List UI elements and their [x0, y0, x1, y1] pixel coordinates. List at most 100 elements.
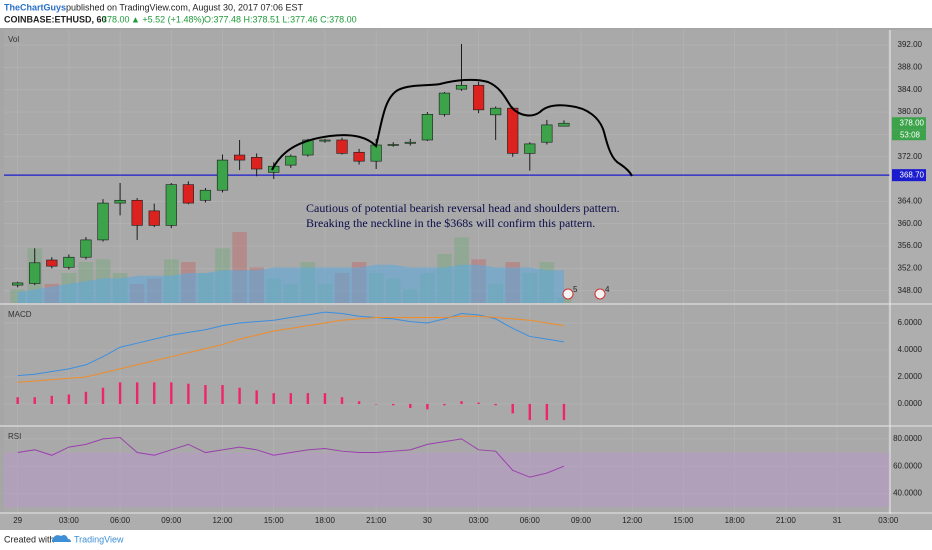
x-tick-label: 29 [13, 516, 22, 525]
y-tick-label: 2.0000 [898, 372, 923, 381]
price-axis [890, 427, 932, 512]
indicator-line [17, 315, 565, 383]
x-tick-label: 15:00 [264, 516, 285, 525]
candle-body [438, 92, 451, 115]
macd-histogram-bar [357, 401, 361, 404]
macd-histogram-bar [50, 395, 53, 404]
candle-body [12, 282, 24, 286]
macd-histogram-bar [392, 403, 395, 406]
candle-body [233, 154, 246, 161]
macd-histogram-bar [101, 387, 105, 404]
macd-histogram-bar [170, 382, 173, 404]
published: published on TradingView.com, August 30,… [66, 2, 303, 12]
candle-body [507, 107, 519, 154]
y-tick-label: 372.00 [898, 152, 923, 161]
macd-histogram-bar [562, 403, 566, 421]
y-tick-label: 40.0000 [893, 489, 922, 498]
candle-body [541, 124, 553, 143]
macd-histogram-bar [153, 382, 156, 404]
neckline-label-box [892, 169, 926, 182]
symbol: COINBASE:ETHUSD, 60 [4, 14, 107, 24]
footer-brand[interactable]: TradingView [74, 534, 124, 544]
macd-histogram-bar [340, 397, 344, 404]
annotation: Breaking the neckline in the $368s will … [306, 216, 595, 230]
candle-body [80, 239, 92, 258]
candle-body [353, 151, 365, 162]
macd-histogram-bar [289, 393, 292, 404]
x-tick-label: 30 [423, 516, 432, 525]
candle-body [251, 156, 263, 170]
drawings: Cautious of potential bearish reversal h… [271, 78, 633, 230]
macd-histogram-bar [374, 403, 378, 405]
ohlc: O:377.48 H:378.51 L:377.46 C:378.00 [204, 14, 357, 24]
x-tick-label: 21:00 [366, 516, 387, 525]
head-shoulders-drawing [271, 78, 633, 177]
x-tick-label: 12:00 [622, 516, 643, 525]
candle-body [182, 184, 194, 204]
y-tick-label: 4.0000 [898, 345, 923, 354]
macd-histogram-bar [204, 385, 207, 404]
x-tick-label: 12:00 [212, 516, 233, 525]
candle-body [558, 122, 570, 127]
candle-body [472, 84, 485, 111]
brand-logo [52, 535, 71, 542]
x-tick-label: 09:00 [571, 516, 592, 525]
macd-histogram-bar [494, 403, 497, 406]
y-tick-label: 388.00 [898, 63, 923, 72]
candle-body [148, 210, 160, 226]
candle-body [421, 114, 433, 141]
macd-histogram-bar [255, 390, 258, 404]
macd-histogram-bar [426, 403, 429, 410]
last-price-box [892, 117, 926, 130]
countdown-label: 53:08 [900, 130, 921, 139]
candle-body [319, 139, 331, 142]
candle-body [46, 259, 58, 267]
footer-created: Created with [4, 534, 55, 544]
y-tick-label: 0.0000 [898, 399, 923, 408]
annotation: Cautious of potential bearish reversal h… [306, 201, 620, 215]
panel-label: MACD [8, 310, 32, 319]
neckline-label: 368.70 [900, 170, 925, 179]
macd-histogram-bar [272, 393, 275, 404]
event-count: 5 [573, 285, 578, 294]
y-tick-label: 352.00 [898, 263, 923, 272]
candle-body [199, 189, 212, 201]
x-tick-label: 03:00 [878, 516, 899, 525]
x-tick-label: 09:00 [161, 516, 182, 525]
x-tick-label: 15:00 [673, 516, 694, 525]
rsi-band [4, 452, 890, 508]
macd-histogram-bar [511, 403, 514, 414]
candle-body [404, 141, 416, 144]
macd-histogram-bar [323, 393, 327, 404]
price-axis [890, 30, 932, 303]
macd-histogram-bar [135, 382, 139, 404]
candle-body [490, 107, 502, 116]
macd-histogram-bar [460, 401, 463, 404]
candle-body [63, 256, 75, 268]
x-tick-label: 31 [833, 516, 842, 525]
candle-body [455, 84, 468, 90]
x-tick-label: 03:00 [469, 516, 490, 525]
macd-histogram-bar [409, 403, 412, 408]
y-tick-label: 356.00 [898, 241, 923, 250]
y-tick-label: 380.00 [898, 107, 923, 116]
macd-histogram-bar [33, 397, 36, 404]
x-tick-label: 06:00 [520, 516, 541, 525]
macd-histogram-bar [67, 394, 71, 404]
candle-body [114, 199, 126, 204]
candle-body [336, 139, 348, 154]
x-tick-label: 03:00 [59, 516, 80, 525]
price-axis [890, 305, 932, 425]
candle-body [165, 184, 177, 226]
volume-ma-area [17, 264, 564, 303]
last-price-label: 378.00 [900, 118, 925, 127]
author[interactable]: TheChartGuys [4, 2, 66, 12]
candle-body [131, 199, 143, 226]
candle-body [285, 155, 297, 166]
price: 378.00 [102, 14, 130, 24]
x-tick-label: 18:00 [725, 516, 746, 525]
y-tick-label: 360.00 [898, 219, 923, 228]
x-tick-label: 18:00 [315, 516, 336, 525]
panel-label: RSI [8, 432, 21, 441]
time-axis [0, 514, 932, 530]
